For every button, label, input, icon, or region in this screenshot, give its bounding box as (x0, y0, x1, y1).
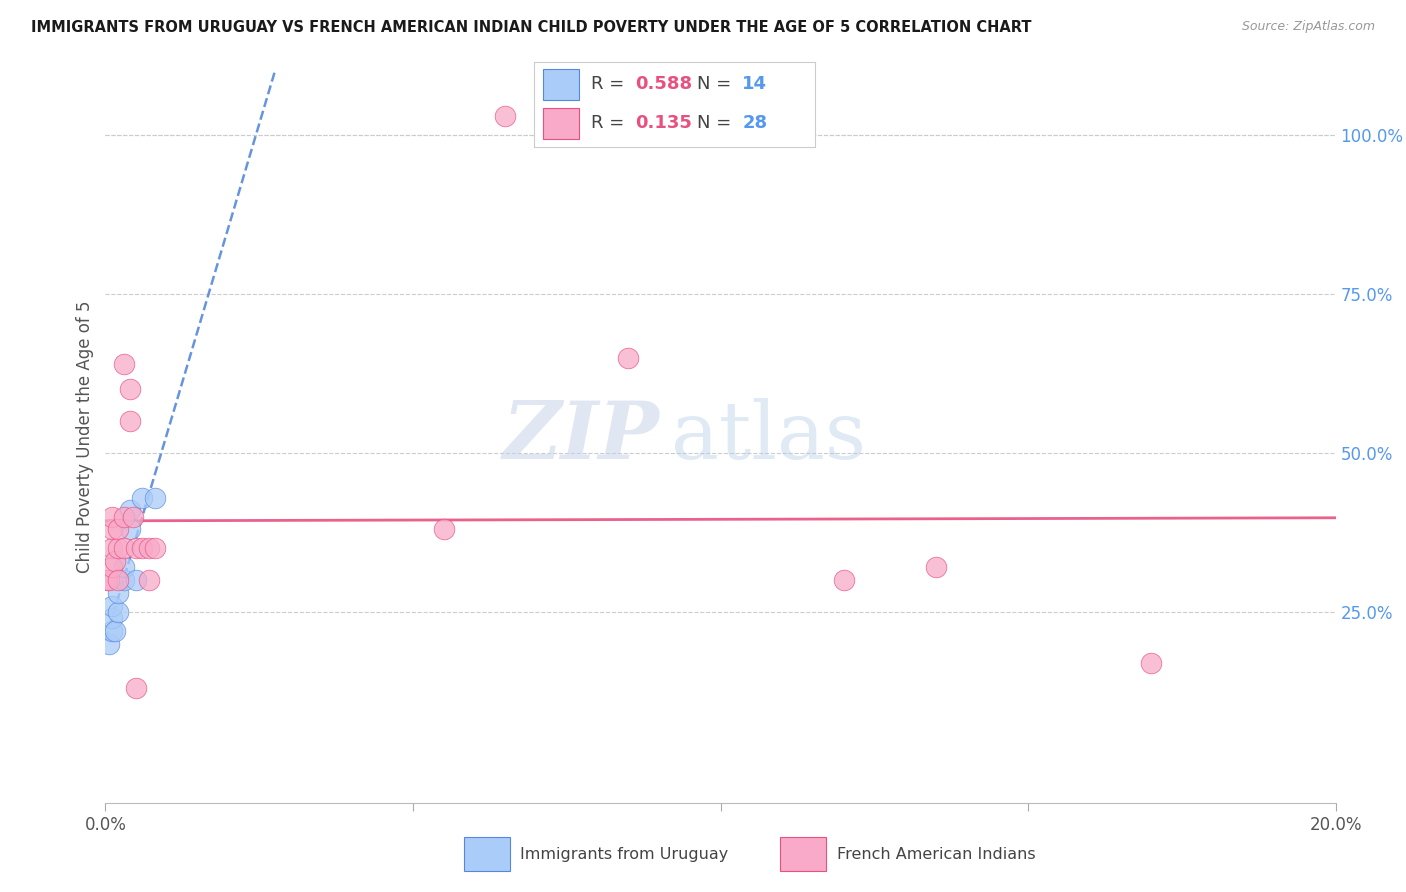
Point (138, 573, 160, 587)
Point (112, 509, 135, 524)
Point (120, 522, 141, 536)
Point (100, 522, 122, 536)
Point (107, 573, 129, 587)
Text: atlas: atlas (672, 398, 866, 476)
Point (122, 509, 145, 524)
Point (925, 560, 948, 574)
Point (617, 351, 640, 365)
Bar (543, 108, 579, 139)
Point (131, 491, 153, 505)
Text: French American Indians: French American Indians (837, 847, 1035, 862)
Text: 28: 28 (742, 114, 768, 132)
Point (125, 681, 148, 696)
Text: N =: N = (697, 76, 737, 94)
Point (1140, 656, 1163, 670)
Point (96, 573, 118, 587)
Point (100, 509, 122, 524)
Text: Immigrants from Uruguay: Immigrants from Uruguay (520, 847, 728, 862)
Point (100, 541, 122, 556)
Point (832, 573, 855, 587)
Point (143, 491, 166, 505)
Point (107, 605, 129, 619)
Point (112, 541, 135, 556)
Point (107, 522, 129, 536)
Text: N =: N = (697, 114, 737, 132)
Point (112, 560, 135, 574)
Point (112, 357, 135, 371)
Point (120, 503, 141, 517)
Point (125, 573, 148, 587)
Point (104, 554, 127, 568)
Point (138, 541, 160, 556)
Y-axis label: Child Poverty Under the Age of 5: Child Poverty Under the Age of 5 (76, 301, 94, 574)
Bar (780, 837, 827, 871)
Point (125, 541, 148, 556)
Text: ZIP: ZIP (502, 399, 659, 475)
Point (97, 573, 120, 587)
Point (107, 586, 129, 600)
Text: 0.135: 0.135 (636, 114, 692, 132)
Text: 0.588: 0.588 (636, 76, 693, 94)
Text: R =: R = (591, 114, 630, 132)
Bar (543, 70, 579, 100)
Text: R =: R = (591, 76, 630, 94)
Bar (464, 837, 510, 871)
Point (104, 624, 127, 638)
Point (107, 541, 129, 556)
Point (112, 573, 135, 587)
Point (494, 109, 516, 123)
Text: IMMIGRANTS FROM URUGUAY VS FRENCH AMERICAN INDIAN CHILD POVERTY UNDER THE AGE OF: IMMIGRANTS FROM URUGUAY VS FRENCH AMERIC… (31, 20, 1032, 35)
Point (120, 414, 141, 428)
Point (100, 560, 122, 574)
Point (100, 624, 122, 638)
Point (100, 611, 122, 625)
Text: Source: ZipAtlas.com: Source: ZipAtlas.com (1241, 20, 1375, 33)
Point (143, 541, 166, 556)
Point (100, 599, 122, 613)
Point (97, 637, 120, 651)
Point (131, 541, 153, 556)
Text: 14: 14 (742, 76, 768, 94)
Point (120, 383, 141, 397)
Point (433, 522, 456, 536)
